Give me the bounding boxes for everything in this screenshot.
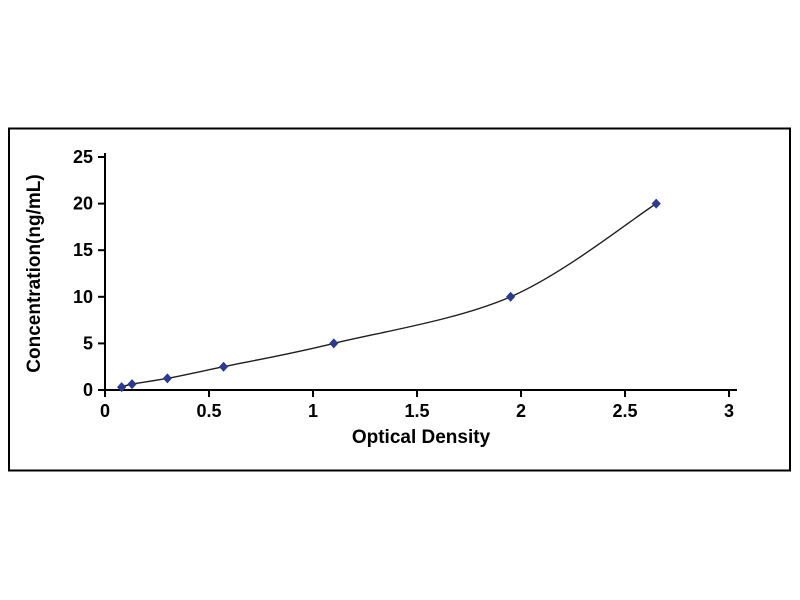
axes: [104, 153, 737, 391]
curve-line: [121, 203, 657, 388]
x-tick-label: 2.5: [612, 401, 637, 421]
y-tick-label: 5: [83, 333, 93, 353]
x-tick-label: 0.5: [196, 401, 221, 421]
data-point-marker: [127, 379, 137, 390]
data-point-marker: [162, 373, 172, 384]
y-tick-label: 25: [73, 147, 93, 167]
figure-border: [8, 127, 791, 472]
x-tick-label: 2: [516, 401, 526, 421]
x-tick-label: 1: [308, 401, 318, 421]
y-tick-label: 0: [83, 380, 93, 400]
y-axis-label: Concentration(ng/mL): [24, 174, 45, 372]
data-point-marker: [117, 382, 127, 393]
data-point-marker: [506, 291, 516, 302]
x-tick-label: 3: [724, 401, 734, 421]
y-tick-label: 10: [73, 287, 93, 307]
x-axis-label: Optical Density: [352, 427, 491, 448]
x-tick-label: 0: [100, 401, 110, 421]
x-tick-label: 1.5: [404, 401, 429, 421]
data-point-marker: [329, 338, 339, 349]
data-point-marker: [218, 361, 229, 372]
data-point-marker: [651, 198, 661, 209]
y-tick-label: 20: [73, 194, 93, 214]
y-tick-label: 15: [73, 240, 93, 260]
